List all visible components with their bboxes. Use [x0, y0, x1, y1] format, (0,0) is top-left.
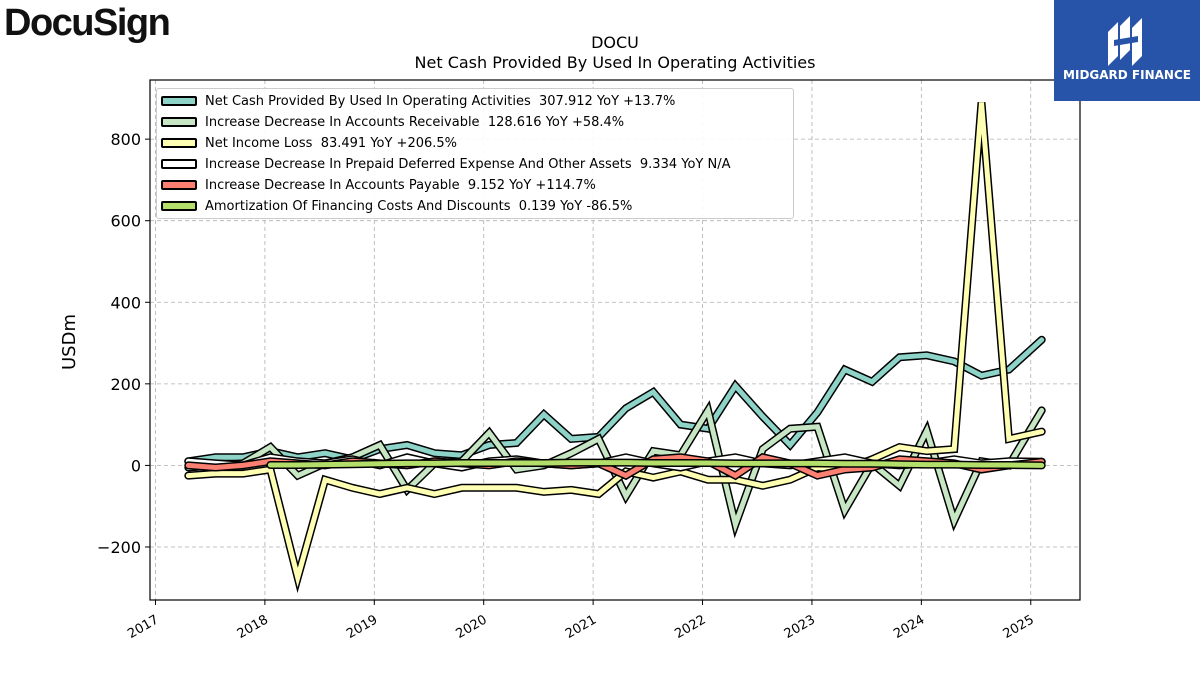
x-tick-label: 2020	[454, 612, 490, 642]
x-tick-label: 2021	[563, 612, 599, 642]
y-axis-label: USDm	[59, 314, 80, 370]
chart-subtitle: Net Cash Provided By Used In Operating A…	[415, 53, 816, 72]
legend-swatch	[161, 138, 197, 148]
legend-item: Amortization Of Financing Costs And Disc…	[161, 196, 632, 216]
legend-swatch	[161, 180, 197, 190]
legend-label: Amortization Of Financing Costs And Disc…	[205, 198, 633, 214]
legend-label: Increase Decrease In Accounts Payable 9.…	[205, 177, 596, 193]
series-line-3	[184, 102, 1046, 594]
y-tick-label: −200	[97, 538, 141, 557]
x-tick-label: 2018	[235, 612, 271, 642]
x-tick-label: 2017	[125, 612, 161, 642]
y-tick-label: 800	[110, 130, 141, 149]
legend-label: Net Cash Provided By Used In Operating A…	[205, 93, 676, 109]
midgard-finance-logo: MIDGARD FINANCE	[1054, 0, 1200, 101]
series-line-6	[266, 458, 1046, 470]
y-tick-label: 600	[110, 212, 141, 231]
legend-label: Increase Decrease In Prepaid Deferred Ex…	[205, 156, 731, 172]
series-stroke	[185, 337, 1045, 464]
series-stroke	[185, 102, 1045, 588]
chart-legend: Net Cash Provided By Used In Operating A…	[156, 88, 794, 219]
legend-swatch	[161, 96, 197, 106]
docusign-logo: DocuSign	[4, 2, 171, 44]
series-line-1	[184, 335, 1046, 466]
legend-item: Net Income Loss 83.491 YoY +206.5%	[161, 133, 457, 153]
y-tick-label: 400	[110, 293, 141, 312]
y-tick-label: 0	[131, 456, 141, 475]
legend-swatch	[161, 117, 197, 127]
series-stroke	[267, 460, 1045, 468]
legend-label: Net Income Loss 83.491 YoY +206.5%	[205, 135, 458, 151]
legend-label: Increase Decrease In Accounts Receivable…	[205, 114, 625, 130]
x-tick-label: 2022	[672, 612, 708, 642]
legend-swatch	[161, 159, 197, 169]
legend-item: Net Cash Provided By Used In Operating A…	[161, 91, 675, 111]
chart-title: DOCU	[591, 33, 639, 52]
midgard-logo-text: MIDGARD FINANCE	[1063, 68, 1191, 82]
legend-item: Increase Decrease In Accounts Receivable…	[161, 112, 624, 132]
y-tick-label: 200	[110, 375, 141, 394]
series-layer	[184, 102, 1046, 594]
x-tick-label: 2024	[891, 612, 927, 642]
plot-frame	[149, 79, 1081, 601]
midgard-logo-icon	[1108, 16, 1142, 66]
legend-item: Increase Decrease In Accounts Payable 9.…	[161, 175, 596, 195]
x-tick-label: 2025	[1001, 612, 1037, 642]
legend-swatch	[161, 201, 197, 211]
x-tick-label: 2019	[344, 612, 380, 642]
x-tick-label: 2023	[782, 612, 818, 642]
legend-item: Increase Decrease In Prepaid Deferred Ex…	[161, 154, 730, 174]
